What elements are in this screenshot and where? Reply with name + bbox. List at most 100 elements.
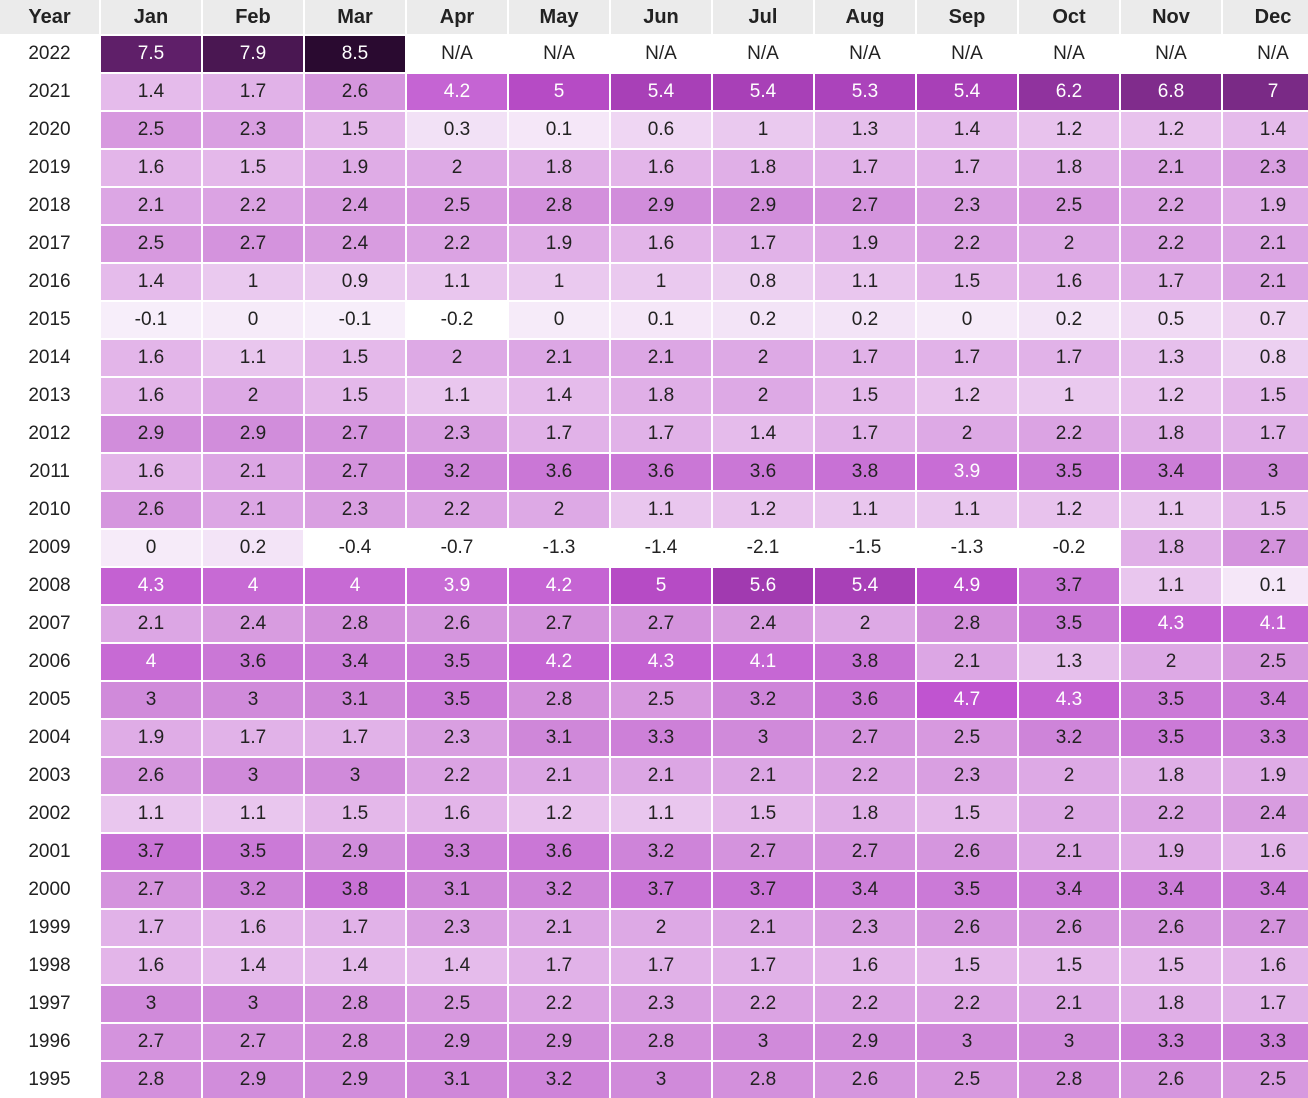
heatmap-cell-2006-apr: 3.5 — [407, 644, 507, 680]
heatmap-cell-2003-feb: 3 — [203, 758, 303, 794]
heatmap-cell-2009-jul: -2.1 — [713, 530, 813, 566]
heatmap-cell-2009-feb: 0.2 — [203, 530, 303, 566]
heatmap-cell-2009-aug: -1.5 — [815, 530, 915, 566]
heatmap-cell-2014-mar: 1.5 — [305, 340, 405, 376]
heatmap-cell-2021-jun: 5.4 — [611, 74, 711, 110]
heatmap-cell-2010-jun: 1.1 — [611, 492, 711, 528]
heatmap-cell-2017-mar: 2.4 — [305, 226, 405, 262]
month-header-sep: Sep — [917, 0, 1017, 34]
heatmap-cell-2010-jul: 1.2 — [713, 492, 813, 528]
heatmap-cell-2003-may: 2.1 — [509, 758, 609, 794]
heatmap-cell-1997-jul: 2.2 — [713, 986, 813, 1022]
heatmap-cell-1998-dec: 1.6 — [1223, 948, 1308, 984]
heatmap-cell-1998-aug: 1.6 — [815, 948, 915, 984]
heatmap-cell-1999-mar: 1.7 — [305, 910, 405, 946]
month-header-jan: Jan — [101, 0, 201, 34]
heatmap-cell-2015-oct: 0.2 — [1019, 302, 1119, 338]
heatmap-cell-2016-dec: 2.1 — [1223, 264, 1308, 300]
heatmap-cell-2004-nov: 3.5 — [1121, 720, 1221, 756]
heatmap-cell-2005-mar: 3.1 — [305, 682, 405, 718]
year-label-1996: 1996 — [0, 1024, 99, 1060]
heatmap-cell-2013-mar: 1.5 — [305, 378, 405, 414]
heatmap-cell-2014-jul: 2 — [713, 340, 813, 376]
heatmap-cell-2003-jun: 2.1 — [611, 758, 711, 794]
heatmap-cell-2016-apr: 1.1 — [407, 264, 507, 300]
month-header-nov: Nov — [1121, 0, 1221, 34]
heatmap-cell-1996-nov: 3.3 — [1121, 1024, 1221, 1060]
heatmap-cell-2017-feb: 2.7 — [203, 226, 303, 262]
heatmap-cell-2000-mar: 3.8 — [305, 872, 405, 908]
heatmap-cell-2002-sep: 1.5 — [917, 796, 1017, 832]
heatmap-cell-2003-aug: 2.2 — [815, 758, 915, 794]
month-header-aug: Aug — [815, 0, 915, 34]
heatmap-cell-2005-aug: 3.6 — [815, 682, 915, 718]
heatmap-cell-2003-jan: 2.6 — [101, 758, 201, 794]
heatmap-cell-2015-nov: 0.5 — [1121, 302, 1221, 338]
heatmap-cell-1998-nov: 1.5 — [1121, 948, 1221, 984]
heatmap-cell-2006-aug: 3.8 — [815, 644, 915, 680]
heatmap-cell-2002-oct: 2 — [1019, 796, 1119, 832]
year-label-2011: 2011 — [0, 454, 99, 490]
heatmap-cell-2007-jun: 2.7 — [611, 606, 711, 642]
heatmap-cell-2016-jan: 1.4 — [101, 264, 201, 300]
year-label-1997: 1997 — [0, 986, 99, 1022]
heatmap-cell-1998-sep: 1.5 — [917, 948, 1017, 984]
heatmap-cell-2022-oct: N/A — [1019, 36, 1119, 72]
heatmap-cell-2010-feb: 2.1 — [203, 492, 303, 528]
year-label-2018: 2018 — [0, 188, 99, 224]
heatmap-cell-2009-oct: -0.2 — [1019, 530, 1119, 566]
heatmap-cell-2005-feb: 3 — [203, 682, 303, 718]
heatmap-cell-2002-apr: 1.6 — [407, 796, 507, 832]
heatmap-cell-2004-jun: 3.3 — [611, 720, 711, 756]
heatmap-cell-2002-aug: 1.8 — [815, 796, 915, 832]
heatmap-cell-2008-feb: 4 — [203, 568, 303, 604]
year-label-2005: 2005 — [0, 682, 99, 718]
heatmap-cell-2012-apr: 2.3 — [407, 416, 507, 452]
heatmap-cell-2020-jul: 1 — [713, 112, 813, 148]
heatmap-cell-2006-jun: 4.3 — [611, 644, 711, 680]
year-label-1995: 1995 — [0, 1062, 99, 1098]
heatmap-cell-2011-feb: 2.1 — [203, 454, 303, 490]
heatmap-cell-2013-jul: 2 — [713, 378, 813, 414]
heatmap-cell-2018-sep: 2.3 — [917, 188, 1017, 224]
heatmap-cell-2001-dec: 1.6 — [1223, 834, 1308, 870]
heatmap-cell-2004-jan: 1.9 — [101, 720, 201, 756]
heatmap-cell-2003-apr: 2.2 — [407, 758, 507, 794]
heatmap-cell-2012-nov: 1.8 — [1121, 416, 1221, 452]
heatmap-cell-2002-jul: 1.5 — [713, 796, 813, 832]
heatmap-cell-2007-mar: 2.8 — [305, 606, 405, 642]
heatmap-cell-2015-feb: 0 — [203, 302, 303, 338]
heatmap-cell-1996-jun: 2.8 — [611, 1024, 711, 1060]
heatmap-cell-2018-apr: 2.5 — [407, 188, 507, 224]
heatmap-cell-2004-aug: 2.7 — [815, 720, 915, 756]
heatmap-cell-2003-oct: 2 — [1019, 758, 1119, 794]
heatmap-cell-2008-sep: 4.9 — [917, 568, 1017, 604]
heatmap-cell-1999-may: 2.1 — [509, 910, 609, 946]
heatmap-cell-2007-aug: 2 — [815, 606, 915, 642]
heatmap-cell-2022-may: N/A — [509, 36, 609, 72]
heatmap-cell-2021-apr: 4.2 — [407, 74, 507, 110]
heatmap-cell-2022-aug: N/A — [815, 36, 915, 72]
month-header-jun: Jun — [611, 0, 711, 34]
heatmap-cell-2006-jan: 4 — [101, 644, 201, 680]
heatmap-cell-2002-may: 1.2 — [509, 796, 609, 832]
heatmap-cell-2011-jun: 3.6 — [611, 454, 711, 490]
heatmap-cell-2006-dec: 2.5 — [1223, 644, 1308, 680]
heatmap-cell-2008-aug: 5.4 — [815, 568, 915, 604]
heatmap-cell-2000-jun: 3.7 — [611, 872, 711, 908]
heatmap-cell-1997-feb: 3 — [203, 986, 303, 1022]
heatmap-cell-2000-jan: 2.7 — [101, 872, 201, 908]
heatmap-cell-2014-nov: 1.3 — [1121, 340, 1221, 376]
heatmap-cell-2004-dec: 3.3 — [1223, 720, 1308, 756]
heatmap-cell-2010-jan: 2.6 — [101, 492, 201, 528]
heatmap-cell-2001-jun: 3.2 — [611, 834, 711, 870]
heatmap-cell-2013-oct: 1 — [1019, 378, 1119, 414]
heatmap-cell-2007-jan: 2.1 — [101, 606, 201, 642]
heatmap-cell-2014-jun: 2.1 — [611, 340, 711, 376]
heatmap-cell-2021-sep: 5.4 — [917, 74, 1017, 110]
heatmap-cell-2016-jul: 0.8 — [713, 264, 813, 300]
heatmap-cell-2013-jun: 1.8 — [611, 378, 711, 414]
heatmap-cell-1995-jun: 3 — [611, 1062, 711, 1098]
heatmap-cell-2019-oct: 1.8 — [1019, 150, 1119, 186]
heatmap-cell-2017-aug: 1.9 — [815, 226, 915, 262]
